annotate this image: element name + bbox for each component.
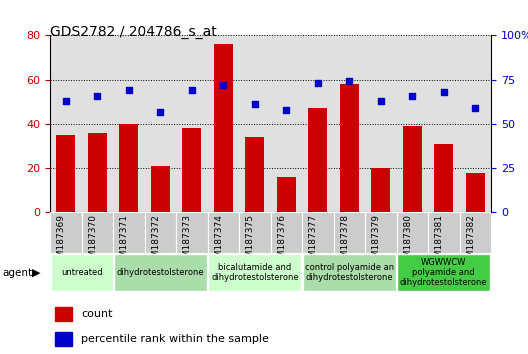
Text: GSM187371: GSM187371 xyxy=(120,215,129,269)
Bar xyxy=(82,212,113,253)
Bar xyxy=(88,133,107,212)
Bar xyxy=(397,212,428,253)
Bar xyxy=(54,307,72,321)
Text: percentile rank within the sample: percentile rank within the sample xyxy=(81,333,269,344)
Point xyxy=(408,93,417,98)
Bar xyxy=(435,144,453,212)
Text: GSM187380: GSM187380 xyxy=(403,215,412,269)
Point xyxy=(471,105,479,111)
Text: GSM187375: GSM187375 xyxy=(246,215,255,269)
Point xyxy=(440,89,448,95)
Bar xyxy=(176,212,208,253)
Bar xyxy=(50,212,82,253)
Bar xyxy=(365,212,397,253)
Text: GDS2782 / 204786_s_at: GDS2782 / 204786_s_at xyxy=(50,25,217,39)
Bar xyxy=(151,166,170,212)
Bar xyxy=(183,128,201,212)
Text: GSM187369: GSM187369 xyxy=(57,215,66,269)
Point xyxy=(251,102,259,107)
Text: GSM187373: GSM187373 xyxy=(183,215,192,269)
Text: GSM187381: GSM187381 xyxy=(435,215,444,269)
Bar xyxy=(208,254,301,291)
Point xyxy=(345,79,354,84)
Text: count: count xyxy=(81,309,112,319)
Point xyxy=(282,107,290,113)
Bar xyxy=(308,108,327,212)
Text: GSM187382: GSM187382 xyxy=(466,215,475,269)
Bar xyxy=(56,135,76,212)
Point xyxy=(62,98,70,104)
Text: GSM187370: GSM187370 xyxy=(88,215,97,269)
Point xyxy=(376,98,385,104)
Bar xyxy=(277,177,296,212)
Text: untreated: untreated xyxy=(61,268,102,277)
Point xyxy=(93,93,101,98)
Text: bicalutamide and
dihydrotestolsterone: bicalutamide and dihydrotestolsterone xyxy=(211,263,299,282)
Bar xyxy=(466,172,485,212)
Text: GSM187372: GSM187372 xyxy=(152,215,161,269)
Bar xyxy=(459,212,491,253)
Text: GSM187378: GSM187378 xyxy=(341,215,350,269)
Text: GSM187379: GSM187379 xyxy=(372,215,381,269)
Point xyxy=(219,82,228,88)
Bar xyxy=(428,212,459,253)
Text: WGWWCW
polyamide and
dihydrotestolsterone: WGWWCW polyamide and dihydrotestolsteron… xyxy=(400,258,488,287)
Bar xyxy=(214,44,233,212)
Text: ▶: ▶ xyxy=(32,268,40,278)
Bar xyxy=(145,212,176,253)
Bar xyxy=(302,212,334,253)
Text: control polyamide an
dihydrotestolsterone: control polyamide an dihydrotestolsteron… xyxy=(305,263,394,282)
Bar xyxy=(113,212,145,253)
Bar xyxy=(51,254,112,291)
Text: dihydrotestolsterone: dihydrotestolsterone xyxy=(117,268,204,277)
Bar xyxy=(246,137,265,212)
Bar xyxy=(54,332,72,346)
Text: GSM187374: GSM187374 xyxy=(214,215,223,269)
Point xyxy=(125,87,133,93)
Bar xyxy=(119,124,138,212)
Bar xyxy=(371,168,390,212)
Bar xyxy=(397,254,491,291)
Text: GSM187376: GSM187376 xyxy=(277,215,286,269)
Bar xyxy=(270,212,302,253)
Bar xyxy=(114,254,207,291)
Point xyxy=(156,109,165,114)
Point xyxy=(314,80,322,86)
Bar xyxy=(340,84,359,212)
Text: GSM187377: GSM187377 xyxy=(309,215,318,269)
Point xyxy=(187,87,196,93)
Bar xyxy=(208,212,239,253)
Bar xyxy=(334,212,365,253)
Text: agent: agent xyxy=(3,268,33,278)
Bar xyxy=(303,254,396,291)
Bar xyxy=(239,212,270,253)
Bar xyxy=(403,126,422,212)
